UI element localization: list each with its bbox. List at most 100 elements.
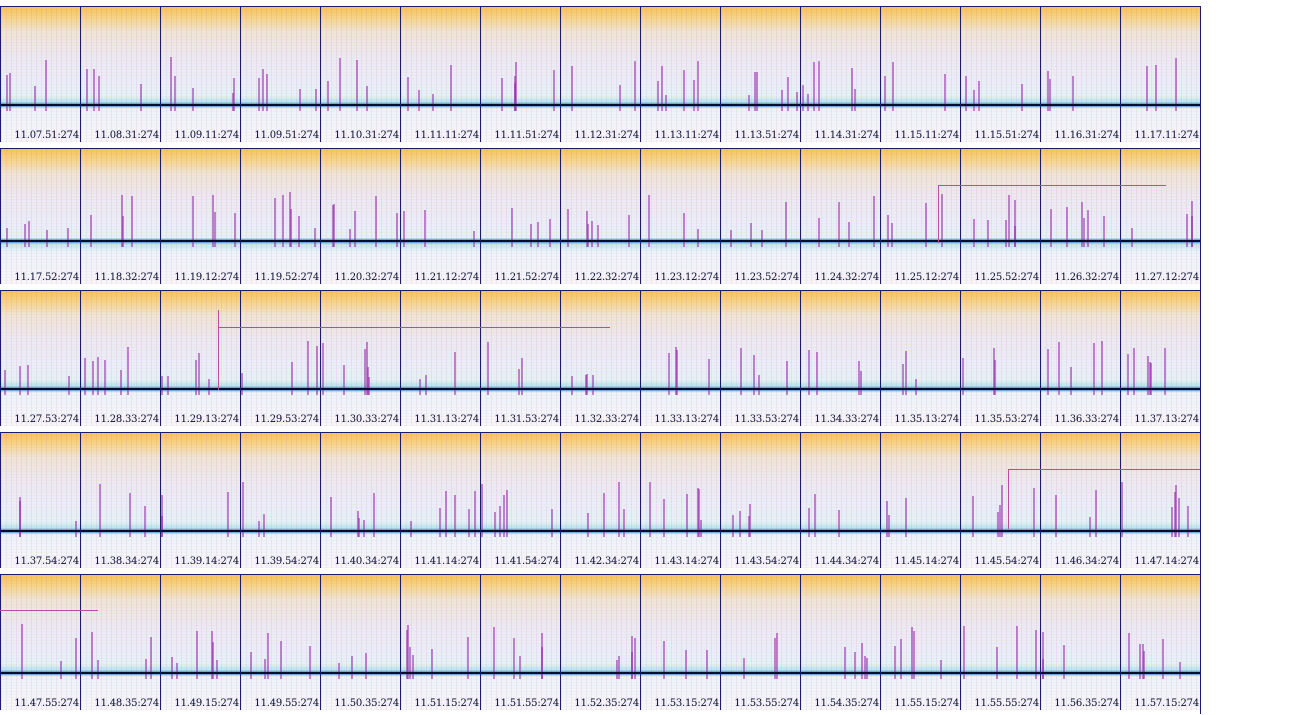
timestamp-label: 11.10.31:274 <box>334 130 399 141</box>
signal-spike <box>1164 348 1166 395</box>
marker-line <box>938 185 1166 186</box>
signal-spike <box>97 660 99 679</box>
signal-spike <box>241 373 243 395</box>
signal-spike <box>474 491 476 537</box>
spectrogram-tile: 11.30.33:274 <box>320 290 400 426</box>
baseline <box>881 388 960 390</box>
spectrogram-tile: 11.27.53:274 <box>0 290 80 426</box>
signal-spike <box>618 482 620 537</box>
spectrogram-tile: 11.49.55:274 <box>240 574 320 710</box>
baseline <box>1 104 80 106</box>
spectrogram-tile: 11.11.51:274 <box>480 6 560 142</box>
timestamp-label: 11.49.55:274 <box>254 698 319 709</box>
signal-spike <box>571 66 573 111</box>
signal-spike <box>739 511 741 537</box>
signal-spike <box>1146 66 1148 111</box>
signal-spike <box>264 659 266 679</box>
spectrogram-tile: 11.47.55:274 <box>0 574 80 710</box>
spectrogram-noise <box>881 149 960 284</box>
timestamp-label: 11.11.11:274 <box>414 130 479 141</box>
signal-spike <box>807 94 809 111</box>
signal-spike <box>1101 341 1103 395</box>
spectrogram-noise <box>641 291 720 426</box>
signal-spike <box>127 347 129 395</box>
signal-spike <box>314 228 316 247</box>
timestamp-label: 11.51.55:274 <box>494 698 559 709</box>
signal-spike <box>97 357 99 395</box>
signal-spike <box>1070 367 1072 395</box>
signal-spike <box>339 58 341 111</box>
timestamp-label: 11.43.54:274 <box>734 556 799 567</box>
signal-spike <box>1133 348 1135 395</box>
marker-line <box>218 327 610 328</box>
signal-spike <box>90 215 92 247</box>
spectrogram-noise <box>161 433 240 568</box>
signal-spike <box>940 660 942 679</box>
spectrogram-noise <box>81 433 160 568</box>
spectrogram-noise <box>721 433 800 568</box>
signal-spike <box>1128 633 1130 679</box>
signal-spike <box>467 637 469 679</box>
signal-spike <box>972 496 974 537</box>
spectrogram-noise <box>81 575 160 710</box>
signal-spike <box>1095 490 1097 537</box>
spectrogram-noise <box>161 291 240 426</box>
signal-spike <box>174 76 176 111</box>
signal-spike <box>167 376 169 395</box>
baseline <box>641 672 720 674</box>
spectrogram-tile: 11.29.13:274 <box>160 290 240 426</box>
signal-spike <box>838 510 840 537</box>
spectrogram-tile: 11.20.32:274 <box>320 148 400 284</box>
signal-spike <box>366 86 368 111</box>
signal-spike <box>551 509 553 537</box>
spectrogram-noise <box>401 149 480 284</box>
signal-spike <box>263 514 265 537</box>
spectrogram-tile: 11.23.52:274 <box>720 148 800 284</box>
signal-spike <box>192 88 194 111</box>
spectrogram-noise <box>401 7 480 142</box>
baseline <box>961 240 1040 242</box>
signal-spike <box>851 68 853 111</box>
signal-spike <box>996 647 998 679</box>
signal-spike <box>1147 356 1149 395</box>
signal-spike <box>368 377 370 395</box>
signal-spike <box>750 223 752 247</box>
signal-spike <box>1033 488 1035 537</box>
signal-spike <box>242 482 244 537</box>
signal-spike <box>761 230 763 247</box>
signal-spike <box>282 195 284 247</box>
signal-spike <box>866 658 868 679</box>
timestamp-label: 11.31.53:274 <box>494 414 559 425</box>
spectrogram-noise <box>1041 291 1120 426</box>
signal-spike <box>307 341 309 395</box>
signal-spike <box>280 641 282 679</box>
signal-spike <box>587 224 589 247</box>
baseline <box>561 240 640 242</box>
spectrogram-tile: 11.22.32:274 <box>560 148 640 284</box>
timestamp-label: 11.45.14:274 <box>894 556 959 567</box>
signal-spike <box>1072 76 1074 111</box>
baseline <box>721 104 800 106</box>
signal-spike <box>838 202 840 247</box>
signal-spike <box>591 221 593 247</box>
signal-spike <box>150 637 152 679</box>
spectrogram-tile: 11.36.33:274 <box>1040 290 1120 426</box>
signal-spike <box>410 521 412 537</box>
spectrogram-tile: 11.53.15:274 <box>640 574 720 710</box>
signal-spike <box>730 230 732 247</box>
timestamp-label: 11.47.14:274 <box>1134 556 1199 567</box>
signal-spike <box>549 219 551 247</box>
signal-spike <box>818 218 820 247</box>
signal-spike <box>322 343 324 395</box>
signal-spike <box>1042 632 1044 679</box>
signal-spike <box>227 492 229 537</box>
signal-spike <box>887 215 889 247</box>
baseline <box>1 240 80 242</box>
signal-spike <box>208 379 210 395</box>
spectrogram-tile: 11.46.34:274 <box>1040 432 1120 568</box>
spectrogram-tile: 11.55.15:274 <box>880 574 960 710</box>
timestamp-label: 11.24.32:274 <box>814 272 879 283</box>
signal-spike <box>776 633 778 679</box>
baseline <box>481 104 560 106</box>
spectrogram-noise <box>1041 7 1120 142</box>
